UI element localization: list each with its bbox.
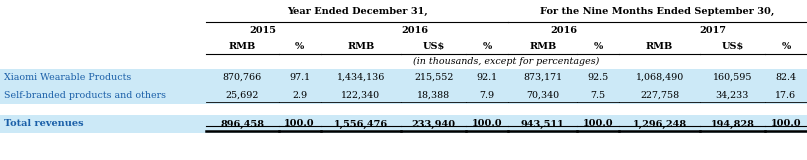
Text: 870,766: 870,766: [223, 73, 261, 82]
Text: Self-branded products and others: Self-branded products and others: [4, 91, 166, 100]
Text: 7.9: 7.9: [479, 91, 495, 100]
Text: 34,233: 34,233: [716, 91, 749, 100]
Bar: [0, 86, 807, 104]
Text: %: %: [483, 42, 492, 51]
Text: RMB: RMB: [646, 42, 673, 51]
Text: 92.5: 92.5: [587, 73, 609, 82]
Text: Total revenues: Total revenues: [4, 120, 84, 128]
Text: Xiaomi Wearable Products: Xiaomi Wearable Products: [4, 73, 132, 82]
Text: 70,340: 70,340: [526, 91, 559, 100]
Text: 7.5: 7.5: [591, 91, 606, 100]
Text: 215,552: 215,552: [414, 73, 454, 82]
Text: 100.0: 100.0: [472, 120, 503, 128]
Text: 2017: 2017: [700, 26, 726, 35]
Text: 227,758: 227,758: [640, 91, 679, 100]
Text: 160,595: 160,595: [713, 73, 752, 82]
Text: RMB: RMB: [228, 42, 256, 51]
Text: 100.0: 100.0: [771, 120, 801, 128]
Text: US$: US$: [721, 42, 743, 51]
Text: For the Nine Months Ended September 30,: For the Nine Months Ended September 30,: [541, 7, 775, 16]
Text: 896,458: 896,458: [220, 120, 264, 128]
Text: 17.6: 17.6: [776, 91, 797, 100]
Text: 1,068,490: 1,068,490: [635, 73, 684, 82]
Text: %: %: [295, 42, 304, 51]
Text: 100.0: 100.0: [583, 120, 613, 128]
Text: 1,434,136: 1,434,136: [337, 73, 385, 82]
Text: %: %: [781, 42, 791, 51]
Text: RMB: RMB: [347, 42, 374, 51]
Text: 943,511: 943,511: [521, 120, 565, 128]
Text: (in thousands, except for percentages): (in thousands, except for percentages): [413, 57, 600, 66]
Text: 18,388: 18,388: [417, 91, 450, 100]
Text: Year Ended December 31,: Year Ended December 31,: [286, 7, 428, 16]
Text: 194,828: 194,828: [710, 120, 755, 128]
Bar: [0, 69, 807, 86]
Text: 233,940: 233,940: [412, 120, 456, 128]
Text: 1,556,476: 1,556,476: [334, 120, 388, 128]
Text: %: %: [594, 42, 603, 51]
Text: 92.1: 92.1: [477, 73, 498, 82]
Text: 122,340: 122,340: [341, 91, 380, 100]
Text: 82.4: 82.4: [776, 73, 797, 82]
Text: 873,171: 873,171: [523, 73, 562, 82]
Text: 2016: 2016: [550, 26, 577, 35]
Text: 100.0: 100.0: [284, 120, 315, 128]
Text: RMB: RMB: [529, 42, 556, 51]
Text: 25,692: 25,692: [225, 91, 259, 100]
Text: 2016: 2016: [401, 26, 428, 35]
Text: 97.1: 97.1: [289, 73, 310, 82]
Text: 2.9: 2.9: [292, 91, 307, 100]
Text: US$: US$: [423, 42, 445, 51]
Text: 2015: 2015: [249, 26, 277, 35]
Text: 1,296,248: 1,296,248: [633, 120, 687, 128]
Bar: [0, 115, 807, 133]
